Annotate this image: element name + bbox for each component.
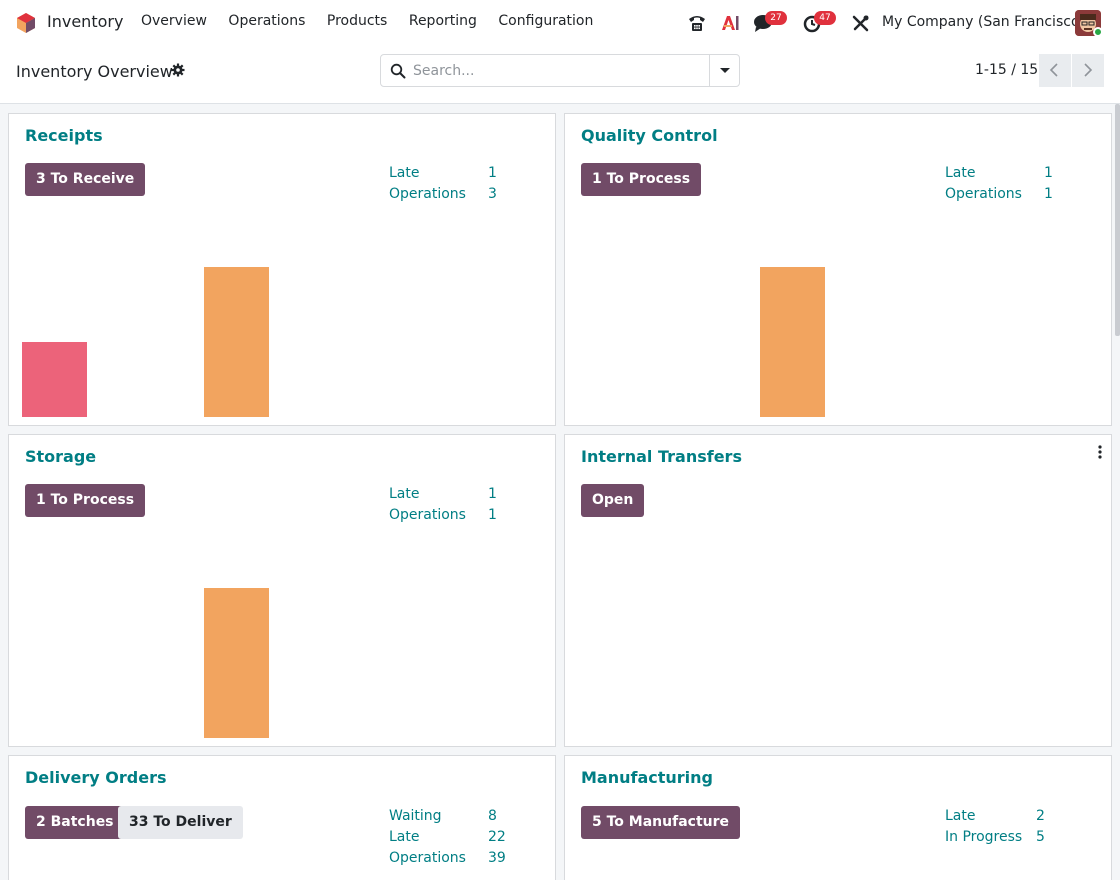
pager-value[interactable]: 1-15 / 15	[975, 62, 1039, 78]
card-title[interactable]: Storage	[25, 447, 97, 466]
card-quality-control: Quality Control 1 To Process Late 1 Oper…	[564, 113, 1112, 426]
chart-bar[interactable]	[760, 267, 825, 417]
stat-late-label[interactable]: Late	[945, 808, 976, 824]
to-process-button[interactable]: 1 To Process	[25, 484, 146, 517]
stat-operations-label[interactable]: Operations	[945, 186, 1022, 202]
kebab-menu-icon[interactable]	[1098, 445, 1102, 459]
main-menu: Overview Operations Products Reporting C…	[141, 13, 615, 29]
card-delivery-orders: Delivery Orders 2 Batches 33 To Deliver …	[8, 755, 556, 880]
phone-icon[interactable]	[686, 12, 708, 34]
card-title[interactable]: Manufacturing	[581, 768, 713, 787]
messages-badge: 27	[765, 11, 787, 25]
chevron-right-icon	[1084, 63, 1093, 77]
menu-overview[interactable]: Overview	[141, 13, 207, 29]
activities-badge: 47	[814, 11, 836, 25]
card-title[interactable]: Internal Transfers	[581, 447, 742, 466]
stat-operations-label[interactable]: Operations	[389, 850, 466, 866]
open-button[interactable]: Open	[581, 484, 645, 517]
scrollbar[interactable]	[1115, 104, 1120, 336]
to-deliver-button[interactable]: 33 To Deliver	[118, 806, 243, 839]
stat-late-label[interactable]: Late	[389, 829, 420, 845]
stat-operations-value[interactable]: 3	[488, 186, 497, 202]
tools-icon[interactable]	[850, 12, 872, 34]
stat-late-value[interactable]: 2	[1036, 808, 1045, 824]
control-panel-divider	[0, 103, 1120, 104]
chart-bar[interactable]	[204, 588, 269, 738]
gear-icon[interactable]	[171, 63, 185, 77]
stat-late-value[interactable]: 22	[488, 829, 506, 845]
to-receive-button[interactable]: 3 To Receive	[25, 163, 146, 196]
stat-waiting-value[interactable]: 8	[488, 808, 497, 824]
menu-configuration[interactable]: Configuration	[498, 13, 594, 29]
stat-late-value[interactable]: 1	[488, 165, 497, 181]
card-storage: Storage 1 To Process Late 1 Operations 1	[8, 434, 556, 747]
search-input[interactable]	[413, 61, 703, 81]
batches-button[interactable]: 2 Batches	[25, 806, 125, 839]
stat-late-label[interactable]: Late	[389, 165, 420, 181]
company-switcher[interactable]: My Company (San Francisco)	[882, 14, 1085, 30]
to-process-button[interactable]: 1 To Process	[581, 163, 702, 196]
pager-next-button[interactable]	[1072, 54, 1104, 87]
stat-operations-value[interactable]: 39	[488, 850, 506, 866]
to-manufacture-button[interactable]: 5 To Manufacture	[581, 806, 741, 839]
app-name[interactable]: Inventory	[47, 12, 124, 31]
stat-late-label[interactable]: Late	[389, 486, 420, 502]
search-options-toggle[interactable]	[709, 55, 739, 86]
pager-previous-button[interactable]	[1039, 54, 1071, 87]
menu-products[interactable]: Products	[326, 13, 388, 29]
online-status-indicator	[1093, 27, 1103, 37]
chart-bar[interactable]	[22, 342, 87, 417]
card-title[interactable]: Quality Control	[581, 126, 718, 145]
top-navbar: Inventory Overview Operations Products R…	[0, 0, 1120, 46]
search-icon	[390, 63, 406, 79]
menu-reporting[interactable]: Reporting	[408, 13, 477, 29]
stat-operations-label[interactable]: Operations	[389, 507, 466, 523]
menu-operations[interactable]: Operations	[228, 13, 306, 29]
inventory-app-icon[interactable]	[15, 12, 37, 34]
card-internal-transfers: Internal Transfers Open	[564, 434, 1112, 747]
page-title[interactable]: Inventory Overview	[16, 62, 173, 81]
card-receipts: Receipts 3 To Receive Late 1 Operations …	[8, 113, 556, 426]
stat-operations-value[interactable]: 1	[1044, 186, 1053, 202]
stat-in-progress-label[interactable]: In Progress	[945, 829, 1023, 845]
stat-late-value[interactable]: 1	[488, 486, 497, 502]
card-title[interactable]: Receipts	[25, 126, 103, 145]
stat-late-label[interactable]: Late	[945, 165, 976, 181]
search-bar	[380, 54, 740, 87]
chevron-left-icon	[1049, 63, 1058, 77]
stat-in-progress-value[interactable]: 5	[1036, 829, 1045, 845]
stat-operations-label[interactable]: Operations	[389, 186, 466, 202]
stat-waiting-label[interactable]: Waiting	[389, 808, 442, 824]
ai-icon[interactable]	[719, 12, 741, 34]
card-title[interactable]: Delivery Orders	[25, 768, 167, 787]
card-manufacturing: Manufacturing 5 To Manufacture Late 2 In…	[564, 755, 1112, 880]
stat-late-value[interactable]: 1	[1044, 165, 1053, 181]
chart-bar[interactable]	[204, 267, 269, 417]
stat-operations-value[interactable]: 1	[488, 507, 497, 523]
